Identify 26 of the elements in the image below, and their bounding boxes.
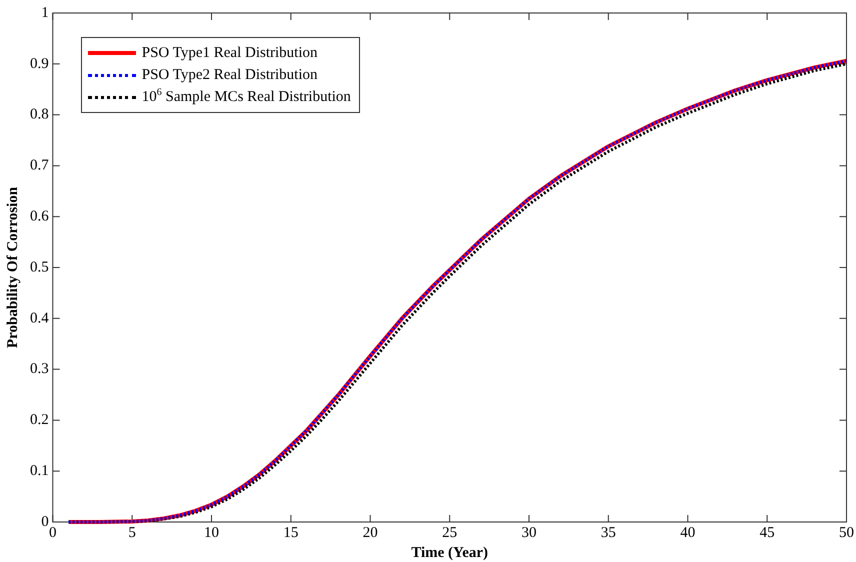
y-tick-label: 1 bbox=[41, 4, 49, 21]
y-tick-label: 0.6 bbox=[30, 208, 50, 225]
x-tick-label: 20 bbox=[362, 524, 378, 541]
y-tick-label: 0.4 bbox=[30, 310, 50, 326]
legend-label: 10$^{6}$ Sample MCs Real Distribution bbox=[142, 86, 351, 107]
legend-label: PSO Type2 Real Distribution bbox=[142, 66, 318, 85]
legend-label: PSO Type1 Real Distribution bbox=[142, 44, 318, 63]
y-tick-label: 0.9 bbox=[30, 56, 49, 72]
y-tick-label: 0.2 bbox=[30, 412, 49, 428]
x-axis-title: Time (Year) bbox=[411, 544, 488, 561]
x-tick-label: 25 bbox=[442, 524, 458, 541]
x-tick-label: 50 bbox=[839, 524, 854, 541]
x-tick-label: 5 bbox=[128, 524, 136, 541]
x-tick-label: 15 bbox=[283, 524, 298, 541]
y-axis-title: Probability Of Corrosion bbox=[4, 186, 21, 348]
x-tick-label: 30 bbox=[522, 524, 536, 541]
x-tick-label: 10 bbox=[204, 524, 219, 541]
x-tick-label: 35 bbox=[600, 524, 616, 541]
x-tick-label: 40 bbox=[680, 524, 696, 541]
y-tick-label: 0.5 bbox=[30, 259, 49, 276]
y-tick-label: 0.1 bbox=[30, 463, 49, 480]
y-tick-label: 0.3 bbox=[30, 361, 49, 378]
y-tick-label: 0 bbox=[41, 514, 49, 530]
x-tick-label: 45 bbox=[760, 524, 775, 541]
y-tick-label: 0.8 bbox=[30, 106, 49, 123]
y-tick-label: 0.7 bbox=[30, 158, 50, 174]
